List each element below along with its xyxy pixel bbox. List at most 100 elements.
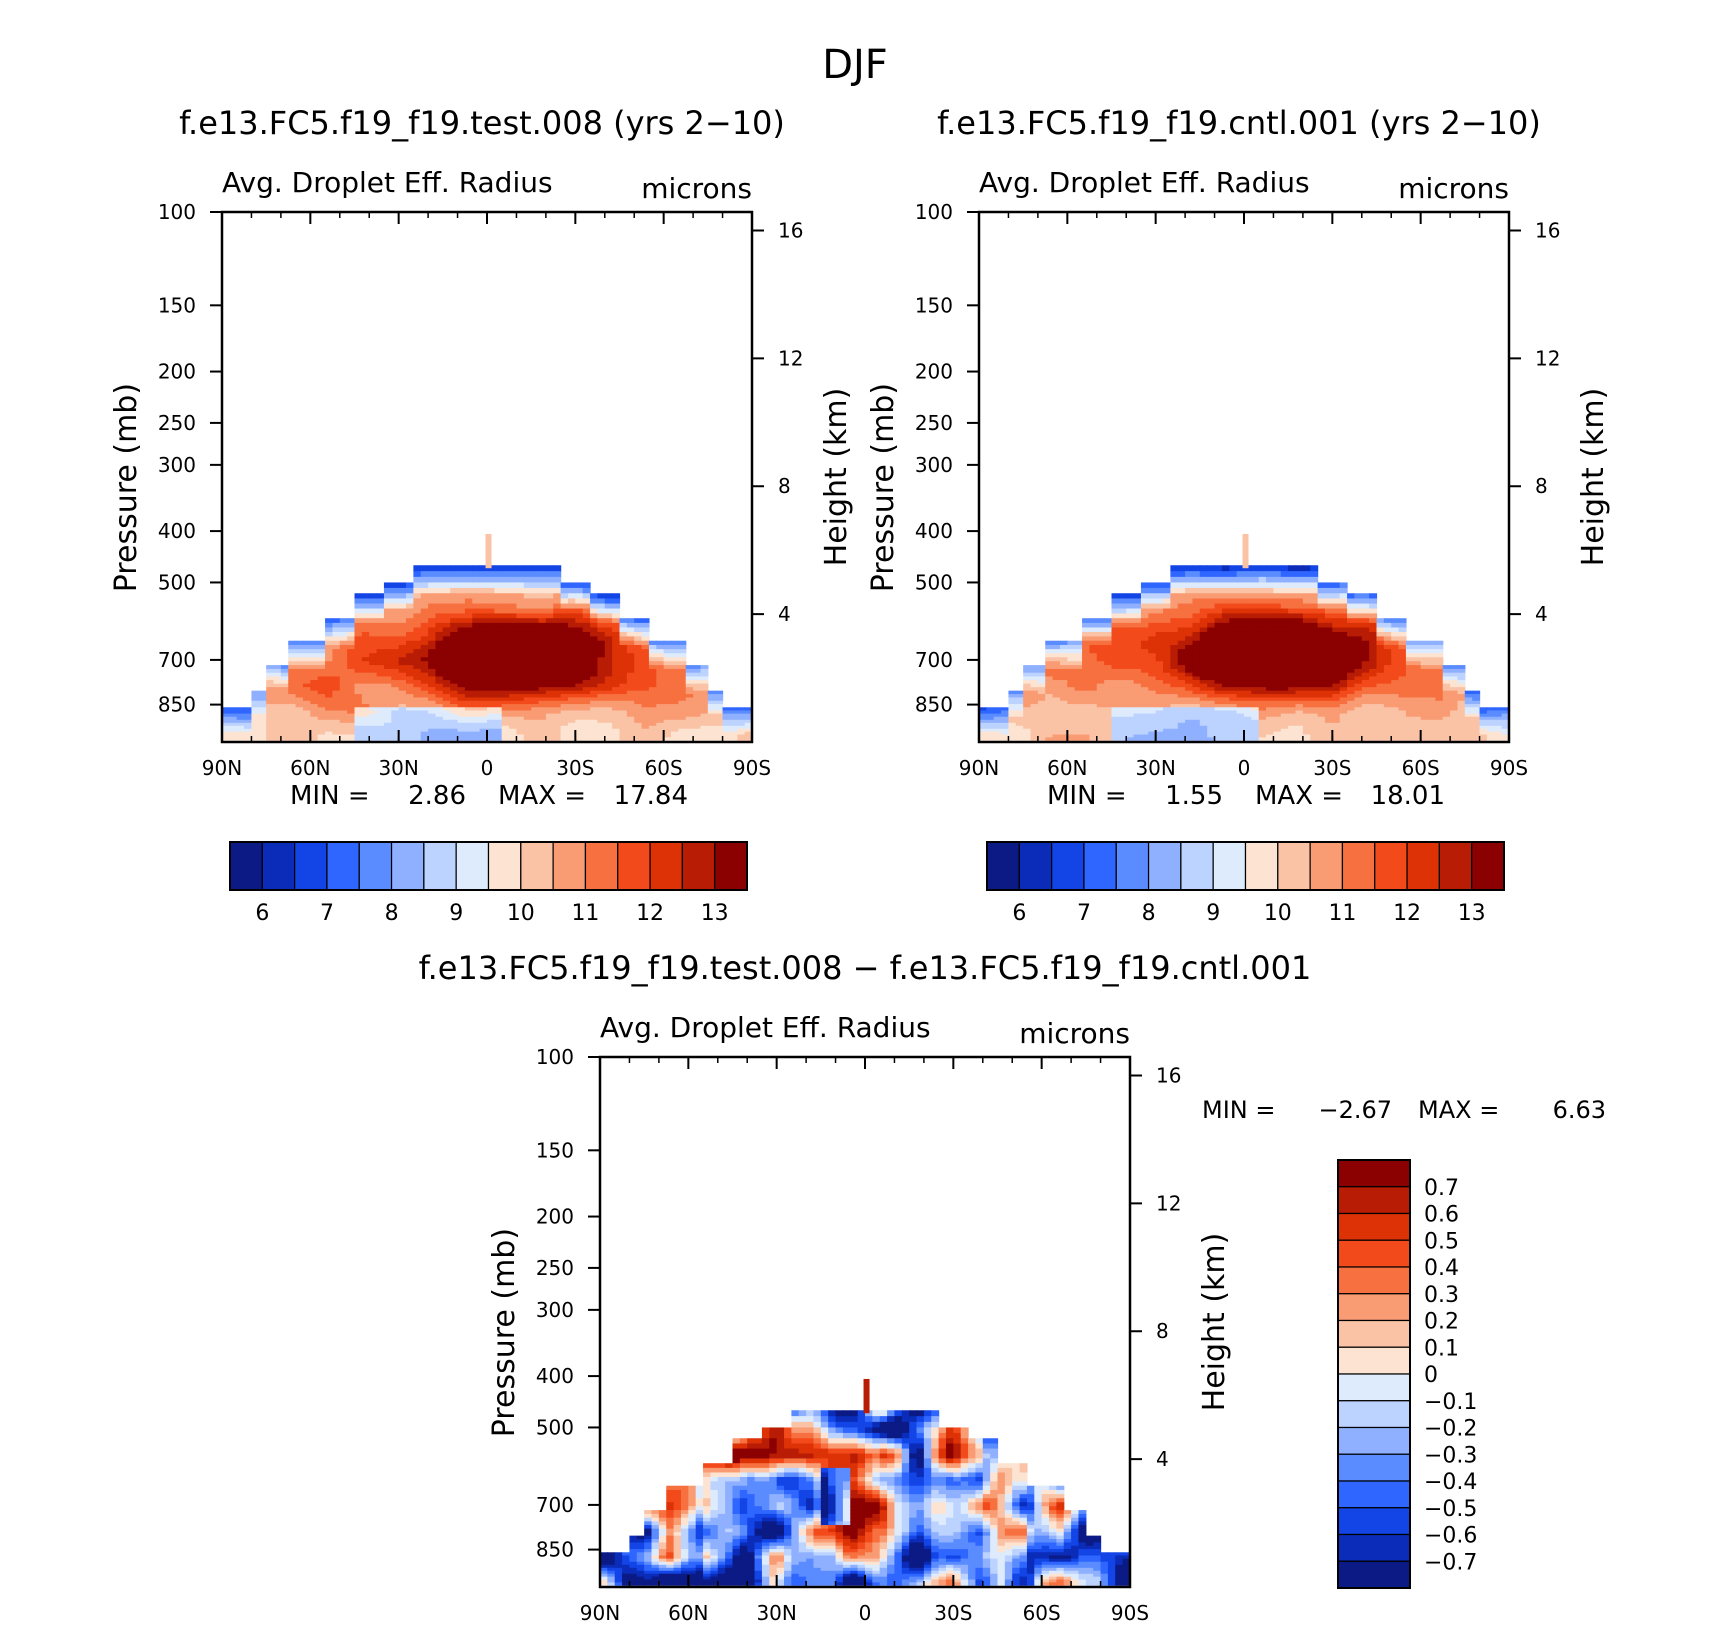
data-cell bbox=[693, 737, 702, 741]
data-cell bbox=[361, 725, 370, 730]
y2-tick-label: 16 bbox=[1535, 218, 1560, 242]
data-cell bbox=[1118, 593, 1127, 600]
data-cell bbox=[656, 704, 665, 708]
data-cell bbox=[391, 687, 400, 692]
data-cell bbox=[258, 734, 267, 738]
data-cell bbox=[516, 687, 525, 692]
data-cell bbox=[582, 644, 591, 650]
data-cell bbox=[1185, 608, 1194, 615]
data-cell bbox=[523, 694, 532, 699]
data-cell bbox=[590, 680, 599, 685]
data-cell bbox=[1376, 683, 1385, 688]
data-cell bbox=[1045, 710, 1054, 715]
data-cell bbox=[1067, 672, 1076, 677]
colorbar-frame bbox=[986, 841, 1505, 891]
data-cell bbox=[1398, 697, 1407, 702]
data-cell bbox=[1118, 603, 1127, 610]
data-cell bbox=[1405, 694, 1414, 699]
data-cell bbox=[1214, 603, 1223, 610]
data-cell bbox=[442, 704, 451, 708]
data-cell bbox=[1280, 676, 1289, 681]
data-cell bbox=[1420, 731, 1429, 736]
data-cell bbox=[1501, 707, 1510, 712]
data-cell bbox=[1207, 565, 1216, 572]
data-cell bbox=[1317, 644, 1326, 650]
data-cell bbox=[1361, 627, 1370, 633]
data-cell bbox=[1288, 737, 1297, 741]
data-cell bbox=[354, 690, 363, 695]
data-cell bbox=[1391, 734, 1400, 738]
data-cell bbox=[1163, 603, 1171, 610]
data-cell bbox=[1155, 668, 1164, 674]
data-cell bbox=[428, 722, 437, 727]
data-cell bbox=[567, 603, 576, 610]
data-cell bbox=[435, 593, 444, 600]
data-cell bbox=[398, 737, 407, 741]
data-cell bbox=[1288, 608, 1297, 615]
data-cell bbox=[413, 683, 422, 688]
data-cell bbox=[479, 725, 488, 730]
data-cell bbox=[391, 598, 400, 605]
data-cell bbox=[472, 690, 481, 695]
data-cell bbox=[1317, 687, 1326, 692]
data-cell bbox=[288, 716, 297, 721]
data-cell bbox=[575, 665, 584, 670]
data-cell bbox=[1148, 694, 1157, 699]
data-cell bbox=[693, 665, 702, 670]
data-cell bbox=[361, 603, 370, 610]
data-cell bbox=[1133, 722, 1142, 727]
data-cell bbox=[361, 710, 370, 715]
data-cell bbox=[501, 722, 510, 727]
data-cell bbox=[1023, 672, 1032, 677]
data-cell bbox=[1361, 700, 1370, 705]
data-cell bbox=[435, 719, 444, 724]
data-cell bbox=[472, 631, 481, 637]
data-cell bbox=[1310, 716, 1319, 721]
data-cell bbox=[1236, 598, 1245, 605]
data-cell bbox=[450, 737, 459, 741]
data-cell bbox=[1317, 710, 1326, 715]
data-cell bbox=[1369, 690, 1378, 695]
data-cell bbox=[1420, 725, 1429, 730]
data-cell bbox=[1089, 690, 1098, 695]
data-cell bbox=[531, 700, 540, 705]
data-cell bbox=[1082, 734, 1091, 738]
data-cell bbox=[1111, 716, 1120, 721]
data-cell bbox=[626, 687, 635, 692]
data-cell bbox=[1192, 737, 1201, 741]
data-cell bbox=[1251, 680, 1260, 685]
data-cell bbox=[693, 687, 702, 692]
data-cell bbox=[1317, 672, 1326, 677]
data-cell bbox=[1207, 576, 1216, 584]
data-cell bbox=[1310, 649, 1319, 654]
data-cell bbox=[575, 694, 584, 699]
data-cell bbox=[266, 710, 275, 715]
data-cell bbox=[332, 665, 341, 670]
data-cell bbox=[428, 649, 437, 654]
data-cell bbox=[700, 668, 709, 674]
data-cell bbox=[479, 722, 488, 727]
data-cell bbox=[1339, 587, 1348, 594]
data-cell bbox=[487, 622, 495, 629]
data-cell bbox=[1001, 722, 1010, 727]
data-cell bbox=[487, 731, 495, 736]
data-cell bbox=[575, 707, 584, 712]
data-cell bbox=[641, 728, 650, 733]
data-cell bbox=[369, 694, 378, 699]
data-cell bbox=[1258, 603, 1267, 610]
y-tick-label: 850 bbox=[158, 693, 196, 717]
x-tick-label: 0 bbox=[481, 756, 494, 780]
data-cell bbox=[1155, 716, 1164, 721]
data-cell bbox=[347, 722, 356, 727]
data-cell bbox=[1369, 687, 1378, 692]
data-cell bbox=[1140, 613, 1149, 619]
data-cell bbox=[1214, 657, 1223, 662]
colorbar-label: 7 bbox=[1077, 901, 1091, 926]
data-cell bbox=[1045, 694, 1054, 699]
data-cell bbox=[700, 672, 709, 677]
units-label: microns bbox=[1019, 1017, 1130, 1050]
data-cell bbox=[406, 665, 414, 670]
data-cell bbox=[1435, 644, 1444, 650]
data-cell bbox=[1082, 704, 1091, 708]
data-cell bbox=[501, 713, 510, 718]
